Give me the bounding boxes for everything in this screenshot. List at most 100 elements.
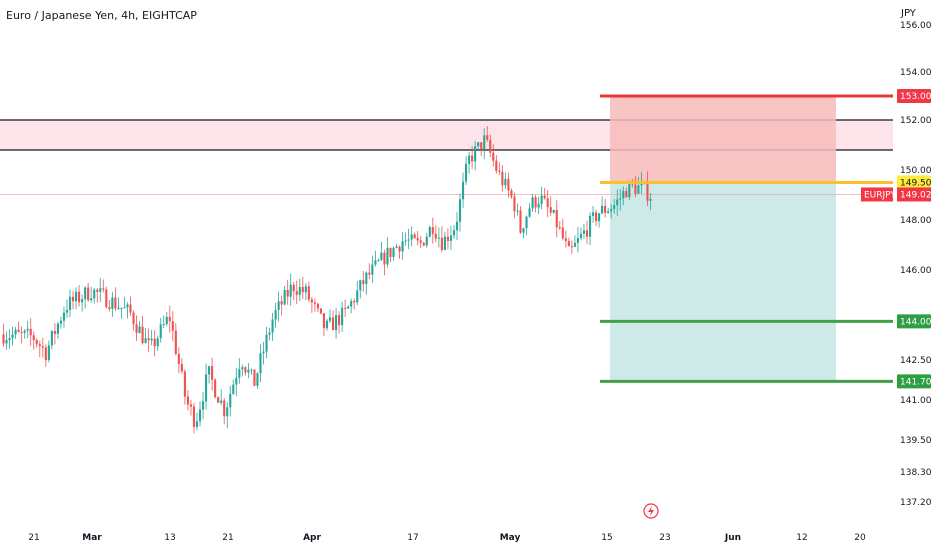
- x-tick-label: 15: [601, 533, 612, 543]
- candle: [35, 340, 38, 345]
- candle: [241, 367, 244, 370]
- candle: [368, 272, 371, 275]
- candle: [189, 404, 193, 407]
- candle: [180, 363, 183, 372]
- y-tick-label: 150.000: [900, 166, 932, 176]
- candle: [537, 203, 540, 208]
- candle: [129, 304, 132, 313]
- candle: [319, 308, 323, 314]
- candle: [171, 321, 174, 331]
- candle: [253, 369, 256, 386]
- candle: [310, 299, 313, 303]
- candle: [304, 286, 307, 293]
- chart-title: Euro / Japanese Yen, 4h, EIGHTCAP: [6, 9, 197, 22]
- candle: [483, 135, 486, 150]
- candle: [465, 163, 468, 182]
- candle: [585, 230, 589, 237]
- candle: [564, 238, 567, 242]
- candle: [298, 287, 301, 295]
- candle: [455, 221, 459, 231]
- candle: [646, 182, 649, 201]
- candle: [328, 317, 332, 321]
- candle: [625, 190, 628, 198]
- candle: [325, 320, 329, 329]
- candle: [389, 247, 392, 257]
- candle: [637, 185, 640, 194]
- candle: [431, 227, 434, 234]
- candles-group: [2, 126, 652, 434]
- candle: [274, 309, 277, 320]
- candle: [570, 246, 573, 248]
- candle: [192, 406, 196, 427]
- candle: [492, 152, 495, 161]
- candle: [295, 291, 298, 295]
- x-tick-label: 21: [28, 533, 39, 543]
- candle: [198, 409, 202, 422]
- x-tick-label: 13: [164, 533, 175, 543]
- candle: [226, 407, 229, 417]
- stop-badge: [897, 89, 931, 103]
- candle: [534, 197, 537, 208]
- candle: [123, 307, 126, 309]
- candle: [153, 338, 156, 347]
- candle: [211, 366, 214, 380]
- candle: [386, 247, 389, 265]
- candle: [443, 236, 446, 250]
- candle: [622, 190, 625, 199]
- candle: [14, 329, 17, 335]
- candle: [588, 215, 592, 237]
- candle: [71, 296, 75, 302]
- lightning-event-icon: [643, 503, 659, 519]
- candle: [546, 198, 549, 208]
- target1-badge-label: 144.000: [900, 317, 932, 327]
- candle: [616, 199, 619, 206]
- candle: [250, 369, 253, 371]
- candle: [186, 396, 189, 405]
- candle: [601, 205, 604, 214]
- candle: [607, 211, 610, 213]
- candle: [162, 323, 165, 325]
- candle: [81, 299, 84, 303]
- candle: [144, 338, 147, 344]
- candle: [292, 284, 295, 292]
- candle: [528, 208, 531, 217]
- candle: [513, 196, 516, 212]
- x-tick-label: Apr: [303, 533, 321, 543]
- candle: [416, 238, 419, 241]
- candle: [440, 237, 443, 250]
- candle: [489, 139, 492, 153]
- candle: [220, 400, 223, 403]
- candle: [205, 374, 208, 402]
- currency-label: JPY: [901, 8, 916, 19]
- stop-badge-label: 153.000: [900, 92, 932, 102]
- candle: [313, 302, 316, 304]
- candle: [610, 208, 613, 212]
- candle: [238, 369, 241, 378]
- candle: [350, 301, 353, 307]
- candle: [468, 155, 471, 164]
- candle: [446, 236, 449, 241]
- candle: [338, 315, 341, 326]
- candle: [507, 178, 510, 191]
- candle: [165, 316, 168, 324]
- candle: [619, 198, 622, 200]
- candle: [579, 233, 583, 239]
- candle: [229, 394, 232, 408]
- candle: [168, 316, 171, 322]
- candle: [356, 290, 359, 303]
- candle: [498, 170, 501, 172]
- candle: [404, 240, 407, 242]
- candle: [195, 421, 199, 427]
- candle: [280, 301, 283, 305]
- candle: [277, 301, 280, 310]
- candle: [344, 307, 347, 309]
- candle: [452, 230, 456, 236]
- y-tick-label: 148.000: [900, 216, 932, 226]
- candle: [437, 237, 440, 239]
- candle: [371, 264, 374, 275]
- y-tick-label: 138.300: [900, 468, 932, 478]
- candle: [87, 287, 90, 301]
- candle: [510, 190, 513, 197]
